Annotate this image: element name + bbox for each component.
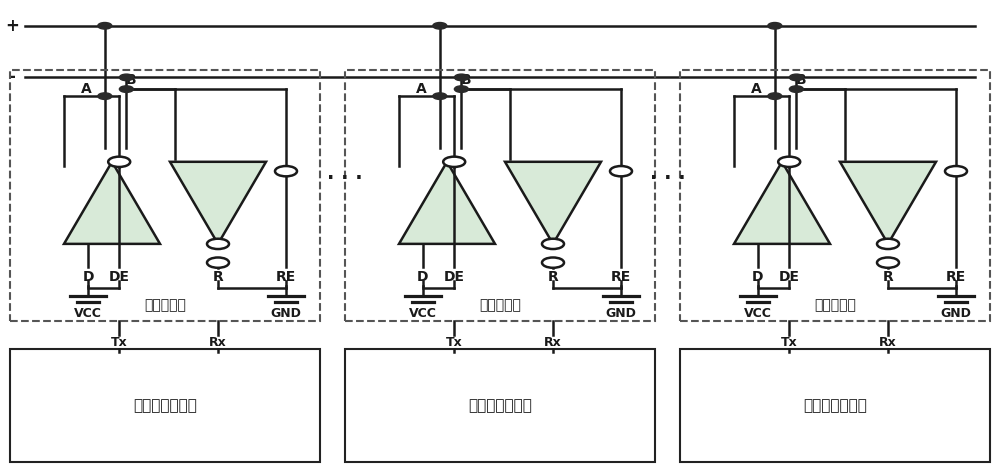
Text: RE: RE	[611, 270, 631, 284]
Polygon shape	[64, 162, 160, 244]
Circle shape	[433, 93, 447, 99]
Polygon shape	[840, 162, 936, 244]
Text: 总线协议控制器: 总线协议控制器	[803, 398, 867, 413]
Text: GND: GND	[606, 307, 636, 320]
Text: 总线协议控制器: 总线协议控制器	[133, 398, 197, 413]
Text: · · ·: · · ·	[650, 169, 686, 188]
Text: RE: RE	[946, 270, 966, 284]
Text: B: B	[796, 73, 807, 87]
Circle shape	[542, 257, 564, 268]
Text: 总线协议控制器: 总线协议控制器	[468, 398, 532, 413]
Circle shape	[108, 157, 130, 167]
Circle shape	[877, 239, 899, 249]
FancyBboxPatch shape	[345, 349, 655, 462]
Polygon shape	[399, 162, 495, 244]
Text: DE: DE	[779, 270, 800, 284]
Text: Rx: Rx	[209, 336, 227, 349]
Polygon shape	[170, 162, 266, 244]
Text: GND: GND	[941, 307, 971, 320]
FancyBboxPatch shape	[10, 349, 320, 462]
Text: R: R	[548, 270, 558, 284]
Circle shape	[433, 23, 447, 29]
Text: -: -	[9, 68, 15, 86]
Text: D: D	[82, 270, 94, 284]
Circle shape	[610, 166, 632, 176]
Circle shape	[542, 239, 564, 249]
Text: Rx: Rx	[544, 336, 562, 349]
Circle shape	[119, 74, 133, 81]
Text: D: D	[752, 270, 764, 284]
Text: 总线收发器: 总线收发器	[479, 298, 521, 312]
Text: A: A	[416, 82, 427, 96]
Text: +: +	[5, 17, 19, 35]
Circle shape	[789, 74, 803, 81]
Text: · · ·: · · ·	[327, 169, 363, 188]
Circle shape	[119, 86, 133, 92]
Circle shape	[207, 257, 229, 268]
Circle shape	[454, 74, 468, 81]
Text: Tx: Tx	[446, 336, 463, 349]
Circle shape	[454, 86, 468, 92]
Circle shape	[945, 166, 967, 176]
Text: VCC: VCC	[744, 307, 772, 320]
Text: D: D	[417, 270, 429, 284]
Circle shape	[98, 23, 112, 29]
Circle shape	[778, 157, 800, 167]
Text: 总线收发器: 总线收发器	[144, 298, 186, 312]
FancyBboxPatch shape	[680, 349, 990, 462]
Circle shape	[207, 239, 229, 249]
Text: RE: RE	[276, 270, 296, 284]
Polygon shape	[734, 162, 830, 244]
Text: R: R	[883, 270, 893, 284]
Circle shape	[768, 93, 782, 99]
Text: Rx: Rx	[879, 336, 897, 349]
Text: 总线收发器: 总线收发器	[814, 298, 856, 312]
Polygon shape	[505, 162, 601, 244]
Text: DE: DE	[444, 270, 465, 284]
Circle shape	[877, 257, 899, 268]
Text: A: A	[751, 82, 762, 96]
Text: VCC: VCC	[74, 307, 102, 320]
Circle shape	[275, 166, 297, 176]
Text: A: A	[81, 82, 92, 96]
Text: VCC: VCC	[409, 307, 437, 320]
Text: Tx: Tx	[111, 336, 128, 349]
Text: Tx: Tx	[781, 336, 798, 349]
Circle shape	[768, 23, 782, 29]
Text: GND: GND	[271, 307, 301, 320]
Circle shape	[789, 86, 803, 92]
Circle shape	[443, 157, 465, 167]
Text: DE: DE	[109, 270, 130, 284]
Text: R: R	[213, 270, 223, 284]
Text: B: B	[126, 73, 137, 87]
Circle shape	[98, 93, 112, 99]
Text: B: B	[461, 73, 472, 87]
